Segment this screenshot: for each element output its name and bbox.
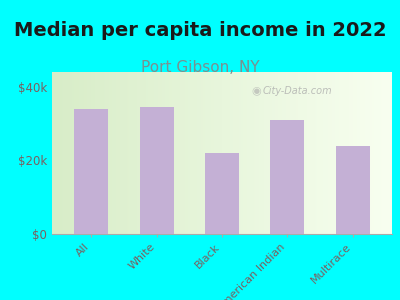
- Bar: [74, 109, 108, 234]
- Text: Median per capita income in 2022: Median per capita income in 2022: [14, 21, 386, 40]
- Bar: [140, 107, 174, 234]
- Text: City-Data.com: City-Data.com: [263, 86, 332, 96]
- Bar: [336, 146, 370, 234]
- Bar: [270, 120, 304, 234]
- Bar: [205, 153, 239, 234]
- Text: Port Gibson, NY: Port Gibson, NY: [141, 60, 259, 75]
- Text: ◉: ◉: [251, 86, 261, 96]
